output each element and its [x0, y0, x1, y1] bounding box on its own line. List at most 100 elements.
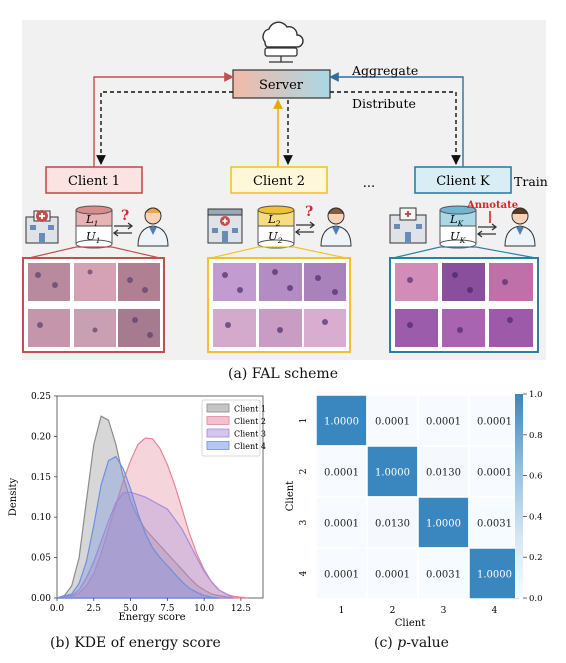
colorbar-tick-label: 0.2 [529, 553, 543, 563]
heatmap-cell-value: 0.0001 [375, 417, 410, 428]
kde-ylabel: Density [8, 477, 19, 516]
heatmap-cell [468, 394, 521, 447]
colorbar-tick-label: 0.6 [529, 472, 543, 482]
hospital-icon [207, 208, 243, 244]
heatmap-cell-value: 0.0001 [324, 468, 359, 479]
heatmap-cell-value: 0.0031 [477, 519, 512, 530]
heatmap-ticks: 1 1 2 2 3 3 4 4 [299, 418, 498, 616]
ellipsis: ... [363, 176, 375, 191]
client-k-box [414, 166, 512, 194]
heatmap-cell-value: 0.0001 [324, 570, 359, 581]
kde-xtick-label: 12.5 [231, 604, 251, 614]
heatmap-cell [315, 394, 368, 447]
labeled-set-1: L1 [85, 212, 98, 228]
heatmap-cell-value: 1.0000 [426, 519, 461, 530]
kde-ytick-label: 0.05 [31, 554, 51, 564]
heatmap-cell [417, 547, 470, 600]
train-label: Train [514, 174, 548, 189]
doctor-icon [504, 207, 536, 247]
server-box [232, 69, 331, 99]
kde-series-areas [56, 415, 249, 599]
hospital-icon [25, 210, 59, 244]
kde-ytick-label: 0.20 [31, 432, 51, 442]
heatmap-ytick-label: 3 [299, 519, 309, 525]
kde-legend-swatch [206, 441, 230, 450]
kde-legend-label: Client 1 [234, 405, 266, 414]
database-icon [439, 205, 477, 249]
kde-legend-label: Client 4 [234, 442, 266, 451]
colorbar-tick-label: 0.0 [529, 594, 543, 604]
heatmap-cell [366, 547, 419, 600]
kde-ytick-label: 0.15 [31, 473, 51, 483]
heatmap-xtick-label: 2 [390, 606, 396, 616]
kde-chart: 0.0 2.5 5.0 7.5 10.0 12.5 0.00 0.05 0.10 0.15 0.20… [8, 392, 266, 623]
caption-a: (a) FAL scheme [228, 366, 338, 382]
fal-scheme: Server Aggregate Distribute Client 1 Cli… [22, 20, 548, 360]
kde-legend-swatch [206, 428, 230, 438]
database-icon [75, 205, 113, 249]
heatmap-cell [366, 496, 419, 549]
heatmap-cell-value: 0.0001 [375, 570, 410, 581]
colorbar-ticks: 0.0 0.2 0.4 0.6 0.8 1.0 [523, 390, 543, 604]
scheme-arrows [93, 72, 464, 167]
colorbar-tick-label: 1.0 [529, 390, 543, 400]
cloud-server-icon [262, 21, 304, 63]
heatmap-cell [417, 445, 470, 498]
kde-legend-swatch [206, 403, 230, 413]
kde-xtick-label: 5.0 [123, 604, 138, 614]
heatmap-cell-value: 0.0031 [426, 570, 461, 581]
question-mark-1: ? [121, 208, 129, 224]
labeled-set-k: LK [449, 212, 464, 228]
kde-legend: Client 1 Client 2 Client 3 Client 4 [201, 399, 266, 457]
client-1-box [45, 166, 143, 194]
heatmap-cell-value: 0.0001 [477, 468, 512, 479]
kde-ytick-label: 0.10 [31, 513, 51, 523]
unlabeled-set-1: U1 [86, 229, 100, 245]
database-icon [257, 205, 295, 249]
kde-legend-swatch [206, 416, 230, 425]
heatmap-xlabel: Client [395, 618, 425, 629]
heatmap-cell-value: 1.0000 [477, 570, 512, 581]
kde-xtick-label: 7.5 [160, 604, 175, 614]
heatmap-cell [315, 496, 368, 549]
heatmap-xtick-label: 1 [339, 606, 345, 616]
doctor-icon [320, 207, 352, 247]
kde-xlabel: Energy score [118, 612, 185, 623]
heatmap-cell-value: 1.0000 [324, 417, 359, 428]
heatmap-cell-value: 0.0001 [477, 417, 512, 428]
caption-c: (c) p-value [374, 635, 449, 651]
hospital-icon [389, 207, 427, 244]
kde-series-3 [56, 491, 234, 599]
colorbar-tick-label: 0.4 [529, 512, 543, 522]
kde-xtick-label: 10.0 [194, 604, 214, 614]
doctor-icon [137, 207, 169, 247]
client-2-row: L2 U2 ? [207, 204, 352, 249]
histology-panel-k [389, 257, 539, 353]
heatmap-cell-value: 0.0001 [324, 519, 359, 530]
unlabeled-set-2: U2 [268, 229, 283, 245]
client-1-label: Client 1 [68, 174, 120, 189]
heatmap-cells: 1.0000 0.0001 0.0001 0.0001 0.0001 1.0000 0.01… [315, 394, 521, 600]
heatmap-cell-value: 0.0130 [426, 468, 461, 479]
colorbar [515, 394, 523, 598]
client-k-row: LK UK Annotate [389, 200, 536, 249]
client-2-box [230, 166, 328, 194]
kde-legend-label: Client 3 [234, 430, 266, 439]
server-label: Server [259, 78, 304, 93]
heatmap-cell [315, 547, 368, 600]
histology-panel-1 [22, 257, 165, 353]
kde-xtick-label: 0.0 [50, 604, 65, 614]
exchange-arrows-icon [476, 223, 498, 238]
client-k-label: Client K [436, 174, 490, 189]
heatmap-cell-value: 1.0000 [375, 468, 410, 479]
unlabeled-set-k: UK [450, 229, 466, 245]
distribute-label: Distribute [352, 96, 416, 111]
heatmap-cell-value: 0.0001 [426, 417, 461, 428]
exchange-arrows-icon [112, 222, 134, 237]
kde-ytick-label: 0.25 [31, 392, 51, 402]
heatmap-cell [468, 547, 521, 600]
question-mark-2: ? [305, 204, 313, 220]
annotate-label: Annotate [466, 200, 518, 211]
